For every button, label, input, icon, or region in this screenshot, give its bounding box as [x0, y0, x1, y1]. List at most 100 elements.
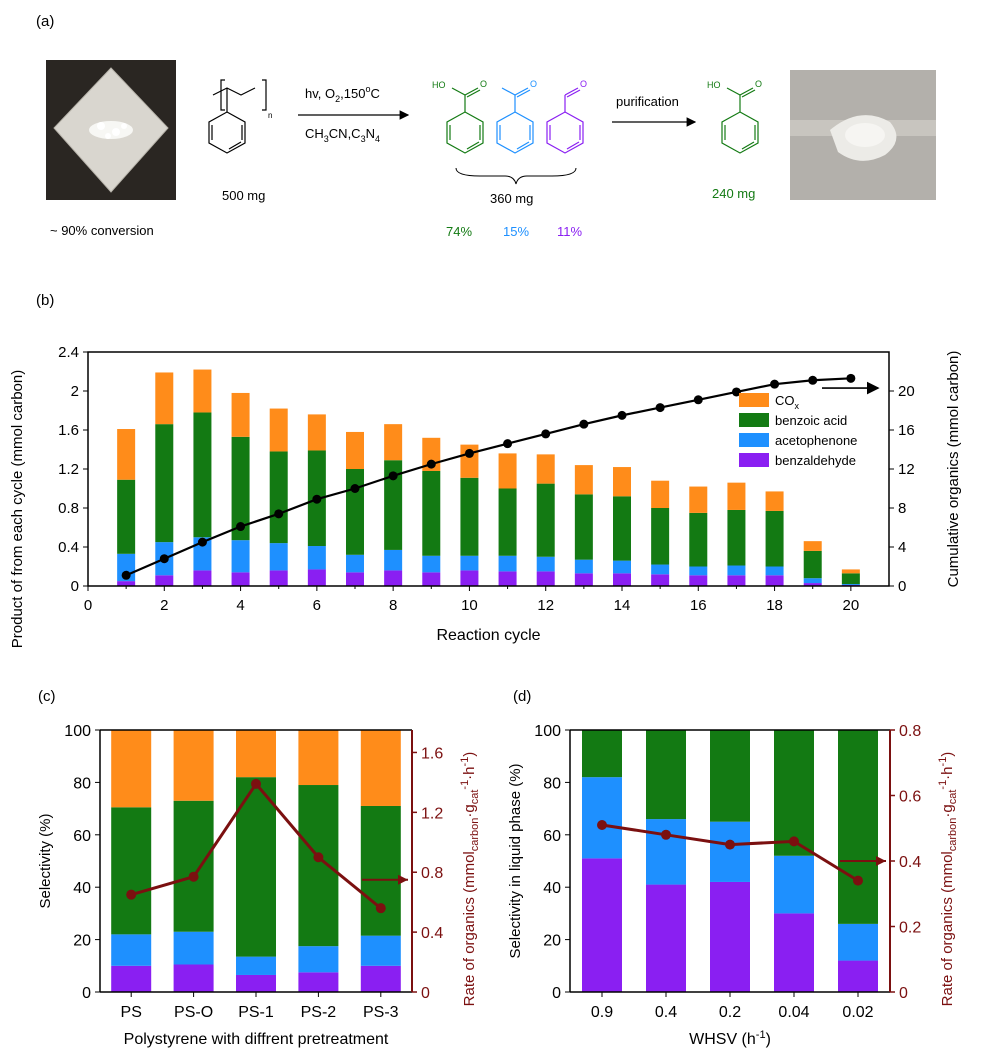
- cumulative-point: [655, 403, 665, 413]
- x-tick-label: 0.2: [719, 1004, 741, 1021]
- y-tick-label: 20: [543, 933, 561, 950]
- bar-segment-benzaldehyde: [613, 573, 631, 586]
- bar-segment-co: [193, 369, 212, 413]
- bar-segment-benzaldehyde: [307, 569, 326, 586]
- bar-segment-co: [689, 486, 708, 513]
- cumulative-point: [236, 522, 246, 532]
- bar-segment-co: [803, 541, 822, 551]
- y-tick-label: 20: [73, 933, 91, 950]
- panel-a-label: (a): [36, 13, 54, 30]
- cumulative-point: [312, 494, 322, 504]
- bar-segment-benzoic-acid: [111, 807, 152, 935]
- acetophenone-o-label: O: [530, 79, 537, 89]
- bar-segment-benzoic-acid: [646, 730, 686, 820]
- bar-segment-benzaldehyde: [360, 965, 401, 992]
- bar-segment-acetophenone: [236, 956, 276, 975]
- x-tick-label: 0: [84, 597, 92, 614]
- bar-segment-acetophenone: [651, 564, 670, 575]
- final-benzoic-acid-structure: [721, 87, 759, 154]
- cumulative-point: [464, 448, 474, 458]
- bar-segment-co: [346, 431, 364, 469]
- panel-d-chart: (d) 0.9 0.4 0.2 0.04 0.02 0 20 40 60 80 100 0 0.2 0.4 0…: [507, 688, 959, 1048]
- bar-segment-benzaldehyde: [710, 881, 750, 992]
- bar-segment-co: [173, 730, 214, 801]
- bar-segment-co: [236, 730, 276, 778]
- bar-segment-benzaldehyde: [536, 571, 555, 586]
- y-tick-label: 2.4: [58, 344, 79, 361]
- bar-segment-co: [307, 414, 326, 451]
- bar-segment-acetophenone: [727, 565, 746, 576]
- y-axis-title: Selectivity in liquid phase (%): [507, 763, 524, 958]
- panelD-label: (d): [513, 688, 531, 705]
- y-tick-label: 80: [543, 775, 561, 792]
- bar-segment-acetophenone: [346, 554, 364, 573]
- y2-tick-label: 12: [898, 461, 915, 478]
- bar-segment-benzoic-acid: [269, 451, 288, 544]
- y2-tick-label: 0.8: [899, 723, 921, 740]
- bar-segment-co: [298, 730, 339, 786]
- x-axis-title: Reaction cycle: [436, 627, 540, 644]
- bar-segment-benzaldehyde: [774, 913, 814, 992]
- cumulative-point: [388, 471, 398, 481]
- x-tick-label: PS-O: [174, 1004, 213, 1021]
- bar-segment-acetophenone: [298, 946, 339, 973]
- bar-segment-benzaldehyde: [651, 574, 670, 586]
- bar-segment-co: [613, 467, 631, 497]
- x-tick-label: PS: [121, 1004, 142, 1021]
- polystyrene-photo: [46, 60, 176, 200]
- rate-point: [251, 778, 261, 789]
- final-mass: 240 mg: [712, 186, 755, 201]
- x-axis-title: Polystyrene with diffrent pretreatment: [124, 1031, 389, 1048]
- bar-segment-benzaldehyde: [236, 974, 276, 992]
- bar-segment-benzaldehyde: [803, 583, 822, 586]
- rate-point: [661, 829, 671, 840]
- bar-segment-benzaldehyde: [346, 572, 364, 586]
- bar-segment-benzaldehyde: [460, 570, 479, 586]
- pct-benzoic: 74%: [446, 224, 472, 239]
- benzoic-acid-structure: [446, 87, 484, 154]
- y2-tick-label: 1.6: [421, 745, 443, 762]
- y-tick-label: 0: [82, 985, 91, 1002]
- bar-segment-benzoic-acid: [498, 488, 517, 556]
- cumulative-point: [274, 509, 284, 519]
- bar-segment-benzoic-acid: [298, 785, 339, 947]
- benzoic-acid-photo-art: [790, 70, 936, 200]
- cumulative-point: [503, 439, 513, 449]
- bar-segment-acetophenone: [111, 934, 152, 966]
- cumulative-point: [770, 379, 780, 389]
- bar-segment-benzoic-acid: [422, 470, 441, 556]
- y-tick-label: 0.4: [58, 539, 79, 556]
- y-tick-label: 100: [534, 723, 561, 740]
- conditions-bottom: CH3CN,C3N4: [305, 126, 380, 144]
- rate-point: [375, 903, 386, 914]
- final-o-label: O: [755, 79, 762, 89]
- y2-tick-label: 0: [421, 985, 430, 1002]
- bar-segment-co: [536, 454, 555, 484]
- bar-segment-acetophenone: [498, 555, 517, 572]
- bar-segment-benzoic-acid: [231, 436, 250, 541]
- y2-tick-label: 4: [898, 539, 906, 556]
- conditions-top: hv, O2,150oC: [305, 84, 380, 104]
- pct-benzaldehyde: 11%: [557, 224, 582, 239]
- cumulative-point: [693, 395, 703, 405]
- x-tick-label: 16: [690, 597, 707, 614]
- bar-segment-benzoic-acid: [765, 510, 784, 567]
- y-tick-label: 40: [543, 880, 561, 897]
- rate-point: [313, 852, 324, 863]
- rate-point: [725, 839, 735, 850]
- y2-tick-label: 0.4: [899, 854, 921, 871]
- bar-segment-benzoic-acid: [727, 509, 746, 566]
- bar-segment-benzoic-acid: [651, 508, 670, 565]
- legend-label: benzoic acid: [775, 413, 847, 428]
- polystyrene-structure: [208, 79, 267, 154]
- legend-label: benzaldehyde: [775, 453, 856, 468]
- bar-segment-benzoic-acid: [360, 805, 401, 936]
- bar-segment-acetophenone: [765, 566, 784, 576]
- bar-segment-acetophenone: [582, 777, 622, 859]
- final-ho-label: HO: [707, 80, 721, 90]
- panel-b-chart: (b) 0 2 4 6 8 10 12 14 16 18 20 0 0.4 0.8 1.2 1.6 2 2.4 0 4 8…: [9, 292, 962, 648]
- bar-segment-acetophenone: [269, 543, 288, 571]
- y2-tick-label: 0.2: [899, 920, 921, 937]
- purification-label: purification: [616, 94, 679, 109]
